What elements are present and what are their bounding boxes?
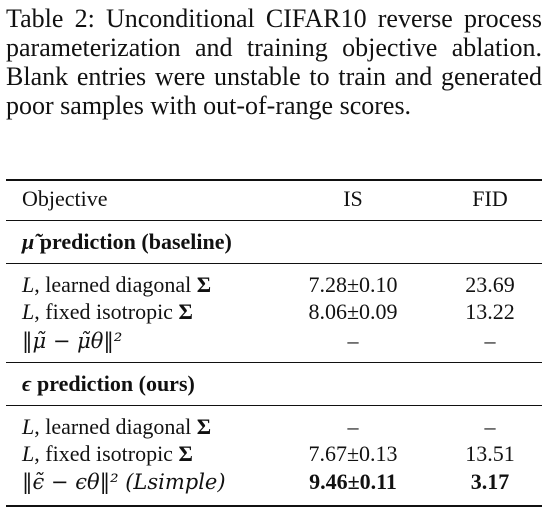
fid-value-best: 3.17	[470, 469, 510, 494]
top-rule	[6, 179, 542, 181]
table-row: L, learned diagonal Σ 7.28±0.10 23.69	[0, 270, 548, 300]
table-row: ‖ϵ̃ − ϵθ‖² (Lsimple) 9.46±0.11 3.17	[0, 467, 548, 497]
objective-math: ‖ϵ̃ − ϵθ‖² (Lsimple)	[22, 470, 226, 494]
section-rule-3	[6, 405, 542, 406]
sigma-symbol: Σ	[196, 272, 212, 297]
table-row: L, learned diagonal Σ – –	[0, 412, 548, 442]
fid-value: 23.69	[465, 272, 515, 297]
table-row: ‖μ̃ − μ̃θ‖² – –	[0, 326, 548, 356]
fid-value: 13.51	[465, 441, 515, 466]
is-value: –	[347, 328, 359, 353]
is-value-best: 9.46±0.11	[309, 469, 397, 494]
is-value: –	[347, 414, 359, 439]
fid-value: –	[484, 328, 496, 353]
sigma-symbol: Σ	[178, 299, 193, 324]
epsilon-symbol: ϵ	[22, 371, 32, 396]
is-value: 7.67±0.13	[308, 441, 398, 466]
bottom-rule	[6, 505, 542, 507]
header-objective: Objective	[22, 186, 108, 211]
table-row: L, fixed isotropic Σ 7.67±0.13 13.51	[0, 439, 548, 469]
is-value: 7.28±0.10	[308, 272, 398, 297]
mu-tilde-symbol: μ̃	[22, 229, 35, 254]
header-row: Objective IS FID	[0, 184, 548, 214]
objective-math: ‖μ̃ − μ̃θ‖²	[22, 329, 123, 353]
fid-value: 13.22	[465, 299, 515, 324]
section-title-baseline: μ̃ prediction (baseline)	[0, 227, 548, 257]
sigma-symbol: Σ	[178, 441, 193, 466]
header-rule	[6, 220, 542, 221]
header-is: IS	[343, 186, 363, 211]
sigma-symbol: Σ	[196, 414, 212, 439]
fid-value: –	[484, 414, 496, 439]
header-fid: FID	[472, 186, 508, 211]
is-value: 8.06±0.09	[308, 299, 398, 324]
table-caption: Table 2: Unconditional CIFAR10 reverse p…	[6, 4, 542, 120]
section-rule-2	[6, 362, 542, 363]
section-rule-1	[6, 263, 542, 264]
section-title-text: prediction (ours)	[36, 371, 195, 396]
table-row: L, fixed isotropic Σ 8.06±0.09 13.22	[0, 297, 548, 327]
section-title-text: prediction (baseline)	[39, 229, 232, 254]
section-title-ours: ϵ prediction (ours)	[0, 369, 548, 399]
